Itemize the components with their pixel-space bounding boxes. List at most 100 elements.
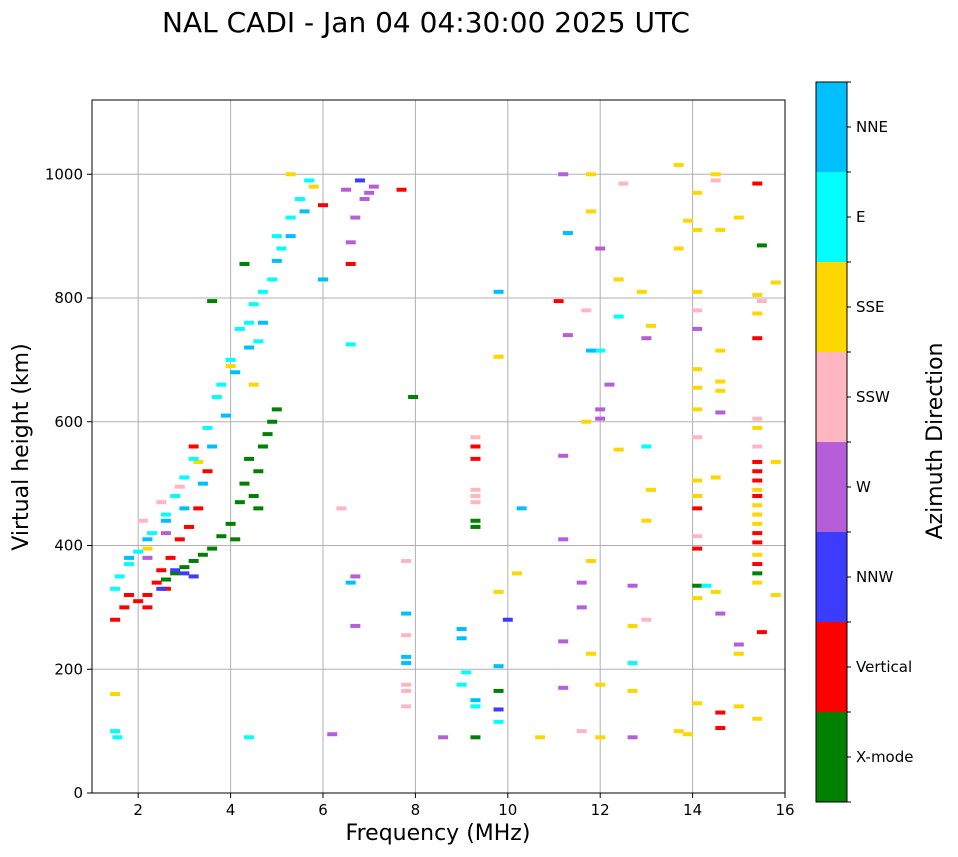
data-point-sse (752, 292, 763, 297)
data-point-e (493, 719, 504, 724)
data-point-sse (752, 311, 763, 316)
colorbar-tick-label: Vertical (856, 658, 912, 676)
data-point-nne (493, 664, 504, 669)
data-point-x-mode (225, 521, 236, 526)
data-point-vertical (119, 605, 130, 610)
data-point-e (170, 494, 181, 498)
data-point-vertical (553, 299, 564, 304)
data-point-e (470, 704, 481, 709)
data-point-w (341, 187, 352, 192)
data-point-nne (230, 370, 241, 375)
data-point-e (456, 682, 467, 687)
data-point-nne (244, 345, 255, 350)
data-point-sse (285, 172, 296, 177)
data-point-sse (646, 487, 657, 492)
data-point-w (350, 574, 361, 579)
data-point-sse (581, 419, 592, 424)
data-point-sse (770, 459, 781, 464)
data-point-e (267, 277, 278, 282)
data-point-sse (595, 735, 606, 740)
data-point-nne (456, 627, 467, 632)
data-point-vertical (110, 617, 121, 622)
data-point-vertical (752, 478, 763, 483)
data-point-e (110, 586, 121, 591)
data-point-e (110, 729, 121, 734)
data-point-vertical (174, 537, 185, 542)
data-point-ssw (156, 500, 167, 505)
data-point-nne (160, 518, 171, 523)
data-point-nne (470, 698, 481, 703)
x-tick-label: 12 (591, 801, 610, 819)
data-point-nne (516, 506, 527, 511)
colorbar-swatch (816, 82, 847, 172)
data-point-sse (752, 521, 763, 526)
data-point-sse (752, 580, 763, 585)
data-point-e (285, 215, 296, 220)
data-point-x-mode (248, 494, 259, 498)
data-point-w (350, 215, 361, 220)
data-point-e (244, 320, 255, 325)
data-point-nne (197, 481, 208, 486)
data-point-sse (692, 701, 703, 706)
data-point-ssw (137, 518, 148, 523)
data-point-e (257, 289, 268, 294)
data-point-ssw (692, 308, 703, 313)
data-point-nnw (493, 707, 504, 712)
data-point-nne (401, 654, 412, 659)
data-point-nnw (170, 568, 181, 573)
data-point-ssw (581, 308, 592, 313)
data-point-w (576, 580, 587, 585)
data-point-vertical (151, 580, 162, 585)
colorbar-tick-label: SSW (856, 388, 890, 406)
data-point-sse (752, 425, 763, 430)
data-point-ssw (401, 633, 412, 638)
data-point-ssw (174, 484, 185, 489)
data-point-vertical (752, 459, 763, 464)
data-point-x-mode (216, 534, 227, 539)
data-point-nne (345, 580, 356, 585)
data-point-x-mode (408, 395, 419, 399)
chart-title: NAL CADI - Jan 04 04:30:00 2025 UTC (162, 6, 690, 39)
data-point-x-mode (207, 546, 218, 551)
data-point-x-mode (239, 261, 250, 266)
data-point-sse (715, 388, 726, 393)
data-point-w (558, 172, 569, 177)
data-point-ssw (470, 500, 481, 505)
data-point-sse (646, 323, 657, 328)
data-point-x-mode (253, 506, 264, 511)
data-point-vertical (202, 469, 213, 474)
data-point-nne (220, 413, 231, 418)
data-point-w (558, 537, 569, 542)
data-point-e (345, 342, 356, 347)
data-point-nnw (188, 574, 199, 579)
data-point-e (179, 475, 190, 480)
data-point-w (364, 190, 375, 195)
colorbar-swatch (816, 262, 847, 352)
y-tick-label: 0 (73, 784, 83, 802)
data-point-e (234, 326, 245, 331)
data-point-w (359, 197, 370, 201)
data-point-vertical (345, 261, 356, 266)
data-point-sse (770, 280, 781, 285)
colorbar-label: Azimuth Direction (923, 342, 948, 539)
data-point-sse (752, 487, 763, 492)
data-point-sse (692, 478, 703, 483)
plot-frame (91, 99, 786, 794)
data-point-sse (682, 732, 693, 737)
data-point-ssw (401, 704, 412, 709)
y-axis-ticks: 0 200 400 600 800 1000 (45, 165, 92, 802)
grid-lines (92, 100, 785, 793)
data-point-x-mode (244, 456, 255, 461)
data-point-w (595, 416, 606, 421)
data-point-nne (123, 555, 134, 560)
data-point-nnw (156, 586, 167, 591)
data-point-e (114, 574, 125, 579)
data-point-ssw (401, 558, 412, 563)
data-point-ssw (641, 617, 652, 622)
y-tick-label: 200 (54, 660, 83, 678)
data-point-nne (562, 231, 573, 236)
data-point-e (202, 425, 213, 430)
data-point-x-mode (239, 481, 250, 486)
data-point-nne (299, 209, 310, 214)
data-point-w (604, 382, 615, 387)
